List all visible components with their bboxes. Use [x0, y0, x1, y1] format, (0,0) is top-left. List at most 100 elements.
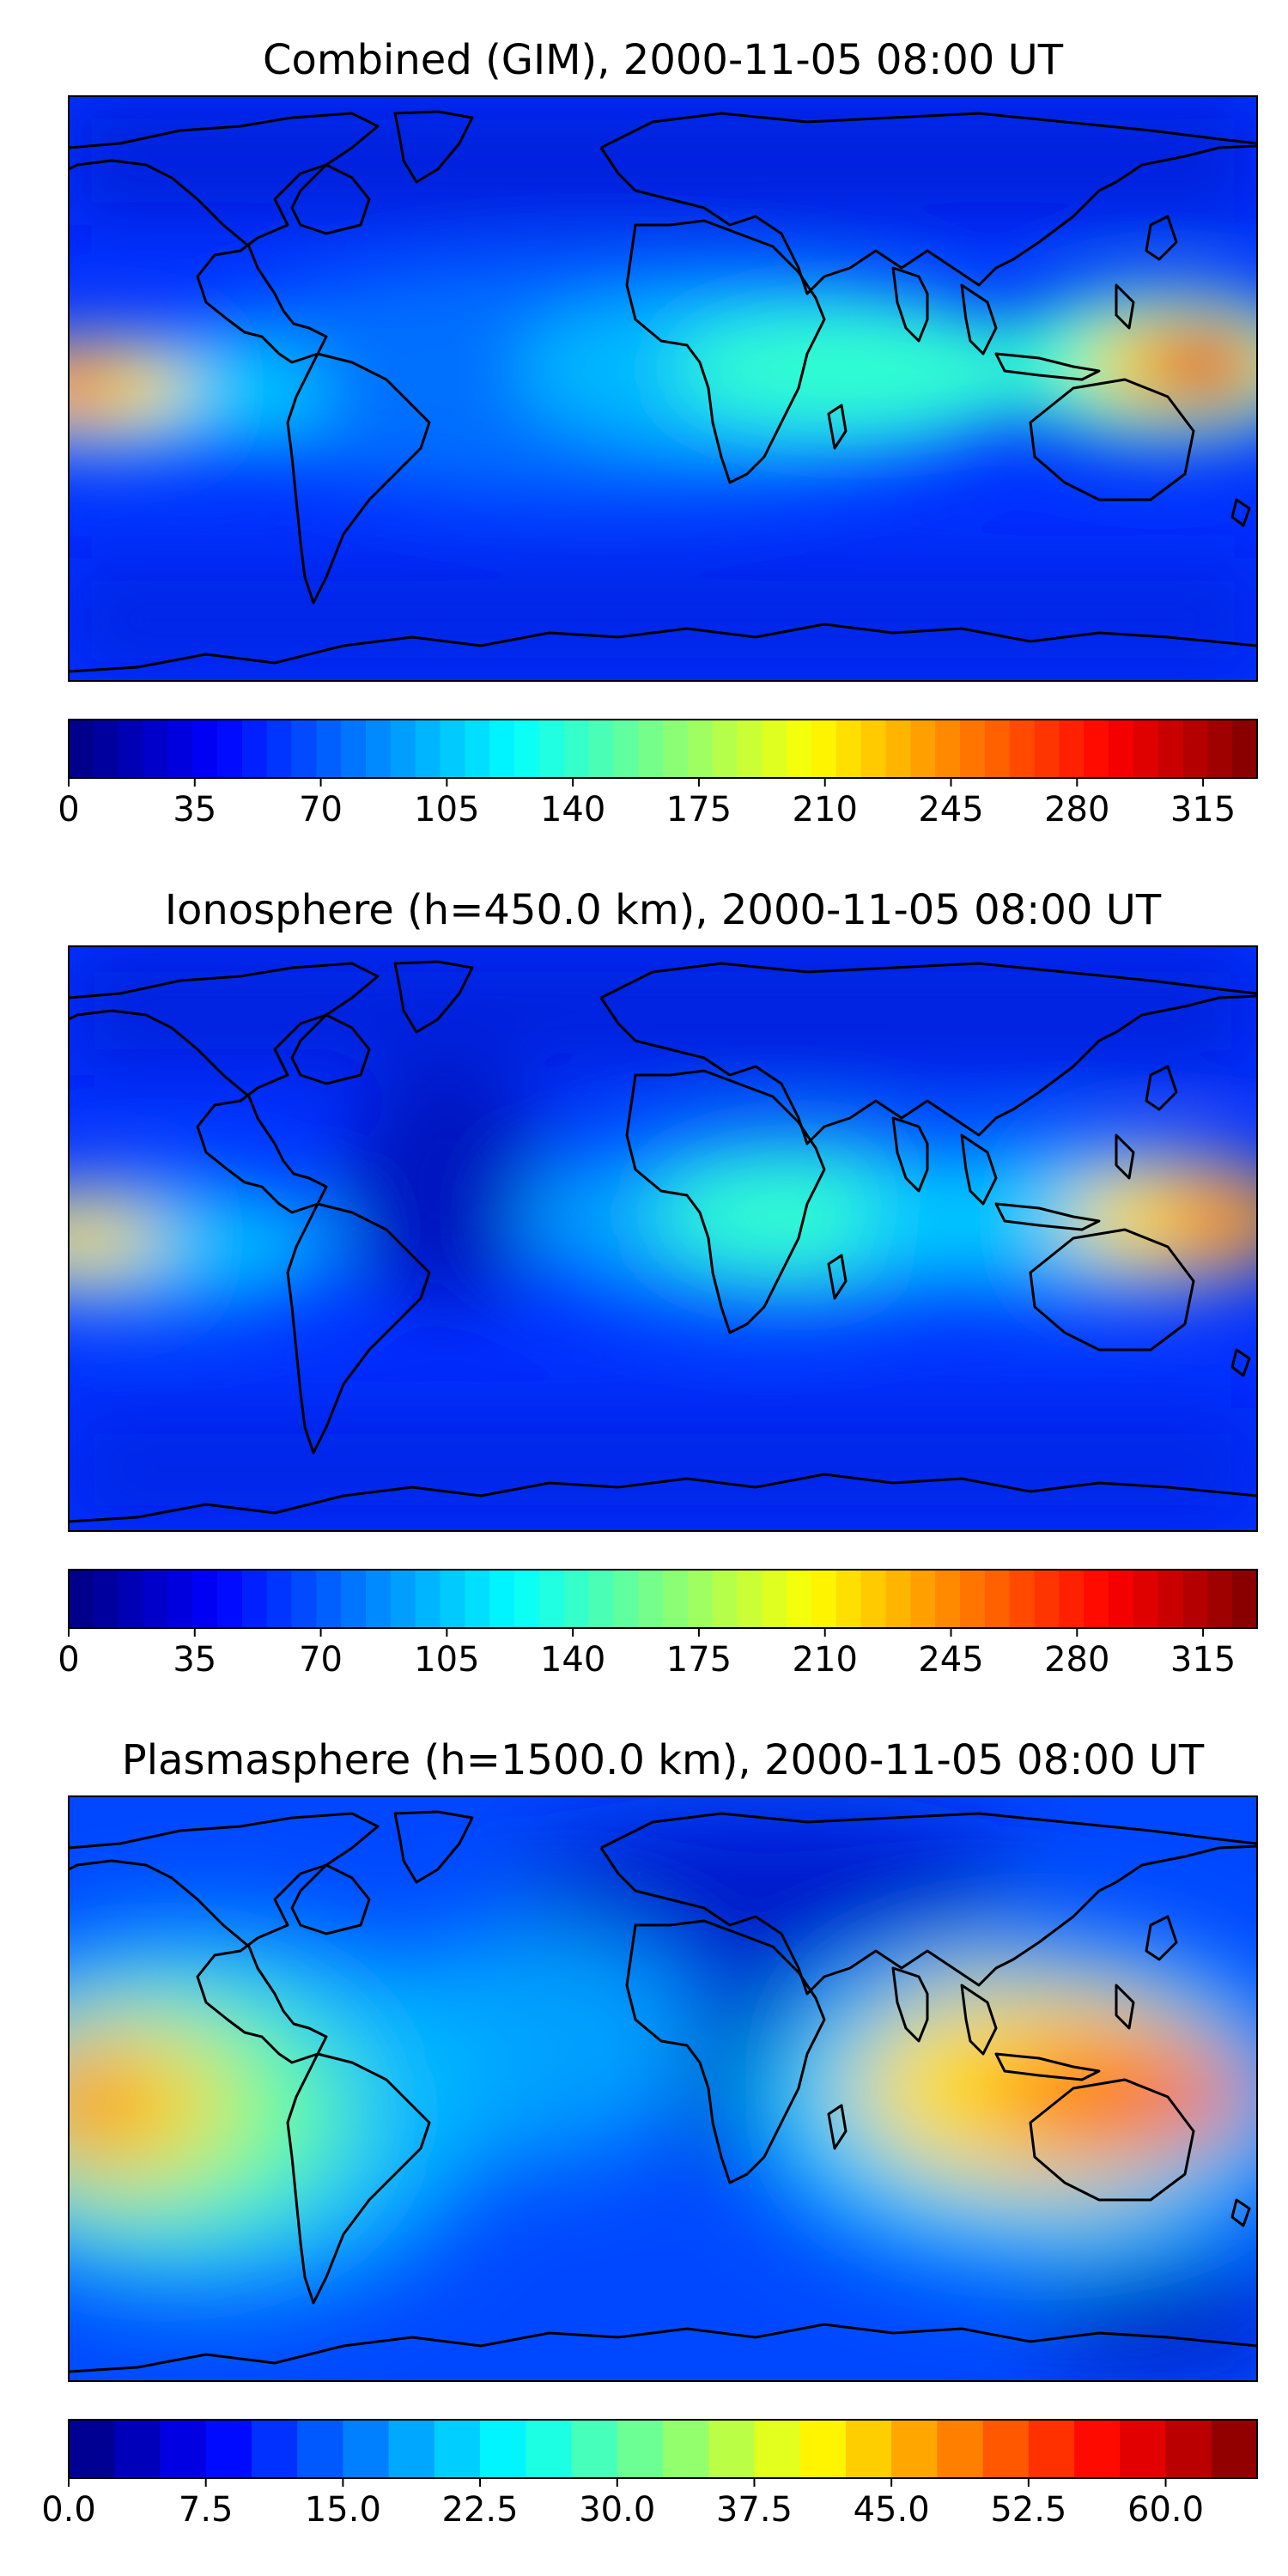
colorbar-swatch [205, 2420, 252, 2478]
colorbar-swatch [316, 1570, 342, 1628]
colorbar-swatch [787, 720, 812, 778]
colorbar-swatch [1182, 1570, 1209, 1628]
colorbar-swatch [563, 720, 590, 778]
colorbar-swatch [480, 2420, 527, 2478]
colorbar-swatch [663, 720, 689, 778]
colorbar-tick-label: 140 [540, 1640, 605, 1680]
colorbar-swatch [160, 2420, 207, 2478]
colorbar-swatch [638, 720, 664, 778]
colorbar-swatch [291, 1570, 318, 1628]
colorbar-swatch [366, 720, 392, 778]
colorbar-tick-label: 280 [1044, 1640, 1109, 1680]
colorbar-swatch [388, 2420, 435, 2478]
colorbar-swatch [1133, 1570, 1159, 1628]
colorbar-swatch [266, 1570, 293, 1628]
colorbar-swatch [69, 2420, 116, 2478]
colorbar-tick-label: 175 [666, 1640, 732, 1680]
colorbar-tick-label: 15.0 [305, 2490, 381, 2530]
colorbar-tick-label: 0 [58, 1640, 79, 1680]
colorbar-swatch [613, 1570, 639, 1628]
colorbar-swatch [217, 720, 243, 778]
colorbar-swatch [251, 2420, 298, 2478]
colorbar-swatch [811, 1570, 837, 1628]
colorbar-swatch [440, 1570, 466, 1628]
colorbar-swatch [712, 720, 738, 778]
colorbar-tick-label: 140 [540, 790, 605, 829]
colorbar-swatch [982, 2420, 1030, 2478]
colorbar-swatch [708, 2420, 756, 2478]
colorbar-tick-label: 105 [414, 1640, 479, 1680]
colorbar-swatch [891, 2420, 939, 2478]
colorbar-swatch [885, 1570, 912, 1628]
colorbar-swatch [1133, 720, 1159, 778]
colorbar-tick-label: 280 [1044, 790, 1109, 829]
colorbar-swatch [1034, 720, 1060, 778]
colorbar-swatch [687, 1570, 714, 1628]
colorbar-swatch [1232, 720, 1258, 778]
colorbar-swatch [1009, 720, 1036, 778]
colorbar-swatch [143, 720, 169, 778]
colorbar-swatch [1028, 2420, 1075, 2478]
colorbar-tick-label: 70 [299, 1640, 343, 1680]
colorbar-swatch [910, 720, 936, 778]
colorbar-tick-label: 210 [793, 790, 858, 829]
colorbar-swatch [316, 720, 342, 778]
colorbar-swatch [192, 1570, 218, 1628]
colorbar-swatch [737, 1570, 763, 1628]
colorbar-swatch [514, 720, 540, 778]
colorbar-swatch [241, 1570, 268, 1628]
colorbar-tick-label: 37.5 [716, 2490, 793, 2530]
colorbar-swatch [960, 1570, 986, 1628]
colorbar-swatch [1059, 1570, 1084, 1628]
colorbar-swatch [588, 720, 615, 778]
colorbar-swatch [93, 720, 119, 778]
colorbar-tick-label: 52.5 [990, 2490, 1066, 2530]
colorbar-swatch [835, 720, 862, 778]
colorbar-swatch [1120, 2420, 1167, 2478]
colorbar-swatch [1157, 1570, 1184, 1628]
colorbar-swatch [538, 1570, 565, 1628]
colorbar-swatch [241, 720, 268, 778]
colorbar-tick-label: 0 [58, 790, 79, 829]
colorbar-swatch [167, 720, 193, 778]
colorbar-ionosphere: 0 35 70 105 140 175 210 245 280 315 [58, 1569, 1258, 1680]
colorbar-tick-label: 315 [1170, 790, 1236, 829]
colorbar-swatch [114, 2420, 161, 2478]
colorbar-swatch [143, 1570, 169, 1628]
colorbar-swatch [811, 720, 837, 778]
colorbar-swatch [118, 720, 144, 778]
colorbar-swatch [1109, 1570, 1134, 1628]
colorbar-swatch [1165, 2420, 1212, 2478]
colorbar-swatch [167, 1570, 193, 1628]
colorbar-tick-label: 60.0 [1127, 2490, 1204, 2530]
colorbar-swatch [762, 720, 787, 778]
colorbar-swatch [571, 2420, 618, 2478]
colorbar-swatch [1207, 720, 1233, 778]
colorbar-tick-label: 7.5 [179, 2490, 234, 2530]
colorbar-swatch [465, 720, 490, 778]
colorbar-tick-label: 245 [918, 1640, 983, 1680]
colorbar-swatch [489, 720, 515, 778]
colorbar-swatch [1157, 720, 1184, 778]
colorbar-swatch [69, 720, 94, 778]
colorbar-swatch [613, 720, 639, 778]
colorbar-swatch [563, 1570, 590, 1628]
colorbar-swatch [118, 1570, 144, 1628]
colorbar-swatch [1074, 2420, 1121, 2478]
colorbar-swatch [266, 720, 293, 778]
colorbar-swatch [192, 720, 218, 778]
colorbar-swatch [217, 1570, 243, 1628]
colorbar-swatch [526, 2420, 573, 2478]
colorbar-swatch [935, 720, 961, 778]
map-title-combined: Combined (GIM), 2000-11-05 08:00 UT [263, 36, 1064, 84]
colorbar-swatch [341, 1570, 367, 1628]
colorbar-swatch [1207, 1570, 1233, 1628]
colorbar-swatch [885, 720, 912, 778]
colorbar-swatch [762, 1570, 787, 1628]
colorbar-swatch [860, 1570, 887, 1628]
colorbar-swatch [440, 720, 466, 778]
colorbar-swatch [910, 1570, 936, 1628]
colorbar-swatch [415, 1570, 441, 1628]
colorbar-swatch [754, 2420, 801, 2478]
colorbar-tick-label: 70 [299, 790, 343, 829]
